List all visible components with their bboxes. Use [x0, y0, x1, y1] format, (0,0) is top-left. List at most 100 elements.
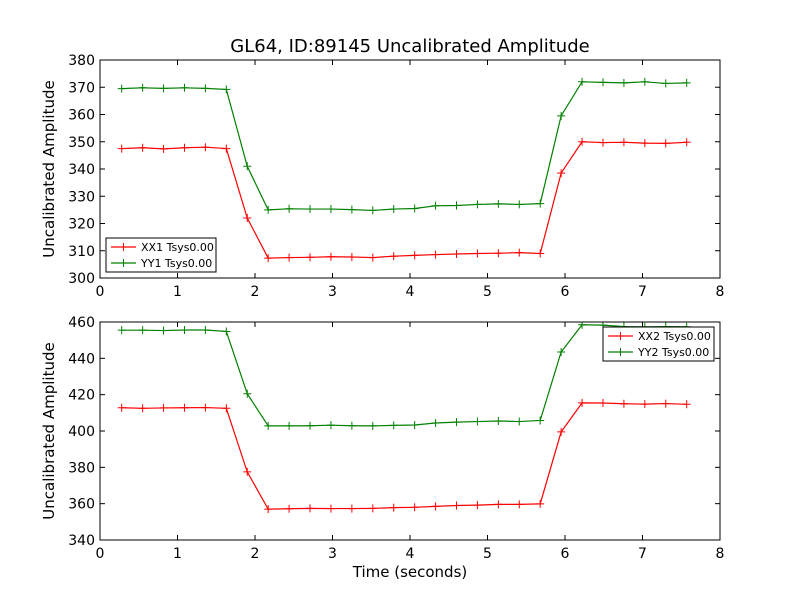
chart-title: GL64, ID:89145 Uncalibrated Amplitude	[230, 36, 589, 57]
data-point	[598, 138, 607, 147]
data-point	[557, 427, 566, 436]
series-group	[117, 77, 691, 263]
legend-swatch-marker	[616, 332, 625, 340]
data-point	[180, 83, 189, 92]
x-tick-label: 5	[483, 284, 492, 300]
data-point	[640, 139, 649, 148]
x-tick-label: 7	[638, 284, 647, 300]
data-point	[306, 205, 315, 214]
data-point	[347, 205, 356, 214]
data-point	[138, 404, 147, 413]
y-tick-label: 420	[68, 388, 95, 404]
x-tick-label: 3	[328, 284, 337, 300]
y-tick-label: 400	[68, 424, 95, 440]
data-point	[452, 501, 461, 510]
data-point	[389, 205, 398, 214]
y-tick-label: 320	[68, 217, 95, 233]
data-point	[347, 253, 356, 262]
y-tick-label: 360	[68, 497, 95, 513]
data-point	[264, 205, 273, 214]
data-point	[326, 504, 335, 513]
data-point	[326, 252, 335, 261]
y-axis-label: Uncalibrated Amplitude	[40, 342, 58, 519]
y-tick-label: 380	[68, 53, 95, 69]
data-point	[243, 214, 252, 223]
data-point	[264, 254, 273, 263]
data-point	[264, 421, 273, 430]
data-point	[368, 421, 377, 430]
data-point	[222, 327, 231, 336]
data-point	[222, 404, 231, 413]
data-point	[389, 421, 398, 430]
data-point	[431, 201, 440, 210]
data-point	[578, 137, 587, 146]
data-point	[598, 399, 607, 408]
data-point	[473, 501, 482, 510]
data-point	[243, 389, 252, 398]
data-point	[515, 500, 524, 509]
x-tick-label: 4	[406, 284, 415, 300]
data-point	[494, 417, 503, 426]
data-point	[536, 199, 545, 208]
x-tick-label: 2	[251, 546, 260, 562]
data-point	[347, 421, 356, 430]
data-point	[557, 169, 566, 178]
data-point	[578, 77, 587, 86]
data-point	[410, 251, 419, 260]
data-point	[243, 467, 252, 476]
legend: XX2 Tsys0.00 YY2 Tsys0.00	[602, 326, 715, 362]
top-panel: 0 1 2 3 4 5 6 7 8 300 310 320 330 340 350 360 370 380 Unca…	[40, 53, 724, 300]
legend-box	[105, 237, 217, 273]
data-point	[473, 200, 482, 209]
legend-swatch-marker	[119, 259, 128, 267]
data-point	[180, 325, 189, 334]
data-point	[368, 206, 377, 215]
data-point	[410, 204, 419, 213]
data-point	[117, 144, 126, 153]
data-point	[410, 503, 419, 512]
data-point	[619, 78, 628, 87]
data-point	[389, 252, 398, 261]
data-point	[243, 162, 252, 171]
data-point	[473, 249, 482, 258]
data-point	[306, 421, 315, 430]
y-tick-label: 460	[68, 315, 95, 331]
data-point	[410, 421, 419, 430]
data-point	[180, 143, 189, 152]
data-point	[201, 143, 210, 152]
data-point	[347, 504, 356, 513]
x-tick-label: 7	[638, 546, 647, 562]
legend-swatch-marker	[616, 348, 625, 356]
data-point	[557, 111, 566, 120]
data-point	[117, 403, 126, 412]
y-tick-label: 380	[68, 460, 95, 476]
x-tick-label: 2	[251, 284, 260, 300]
data-point	[452, 418, 461, 427]
legend-label: XX2 Tsys0.00	[638, 330, 711, 343]
data-point	[619, 138, 628, 147]
x-tick-label: 0	[96, 546, 105, 562]
legend: XX1 Tsys0.00 YY1 Tsys0.00	[105, 237, 217, 273]
data-point	[222, 85, 231, 94]
data-point	[285, 504, 294, 513]
legend-label: XX1 Tsys0.00	[141, 241, 214, 254]
x-tick-label: 3	[328, 546, 337, 562]
x-tick-label: 6	[561, 546, 570, 562]
data-point	[285, 253, 294, 262]
data-point	[201, 403, 210, 412]
data-point	[557, 347, 566, 356]
data-point	[494, 500, 503, 509]
data-point	[536, 249, 545, 258]
data-point	[201, 325, 210, 334]
bottom-panel: 0 1 2 3 4 5 6 7 8 340 360 380 400 420 440 460 Uncalibrat…	[40, 315, 724, 562]
data-point	[138, 326, 147, 335]
data-point	[494, 249, 503, 258]
data-point	[682, 78, 691, 87]
data-point	[661, 139, 670, 148]
data-point	[326, 205, 335, 214]
data-point	[117, 326, 126, 335]
x-tick-label: 4	[406, 546, 415, 562]
y-tick-label: 310	[68, 244, 95, 260]
data-point	[285, 421, 294, 430]
